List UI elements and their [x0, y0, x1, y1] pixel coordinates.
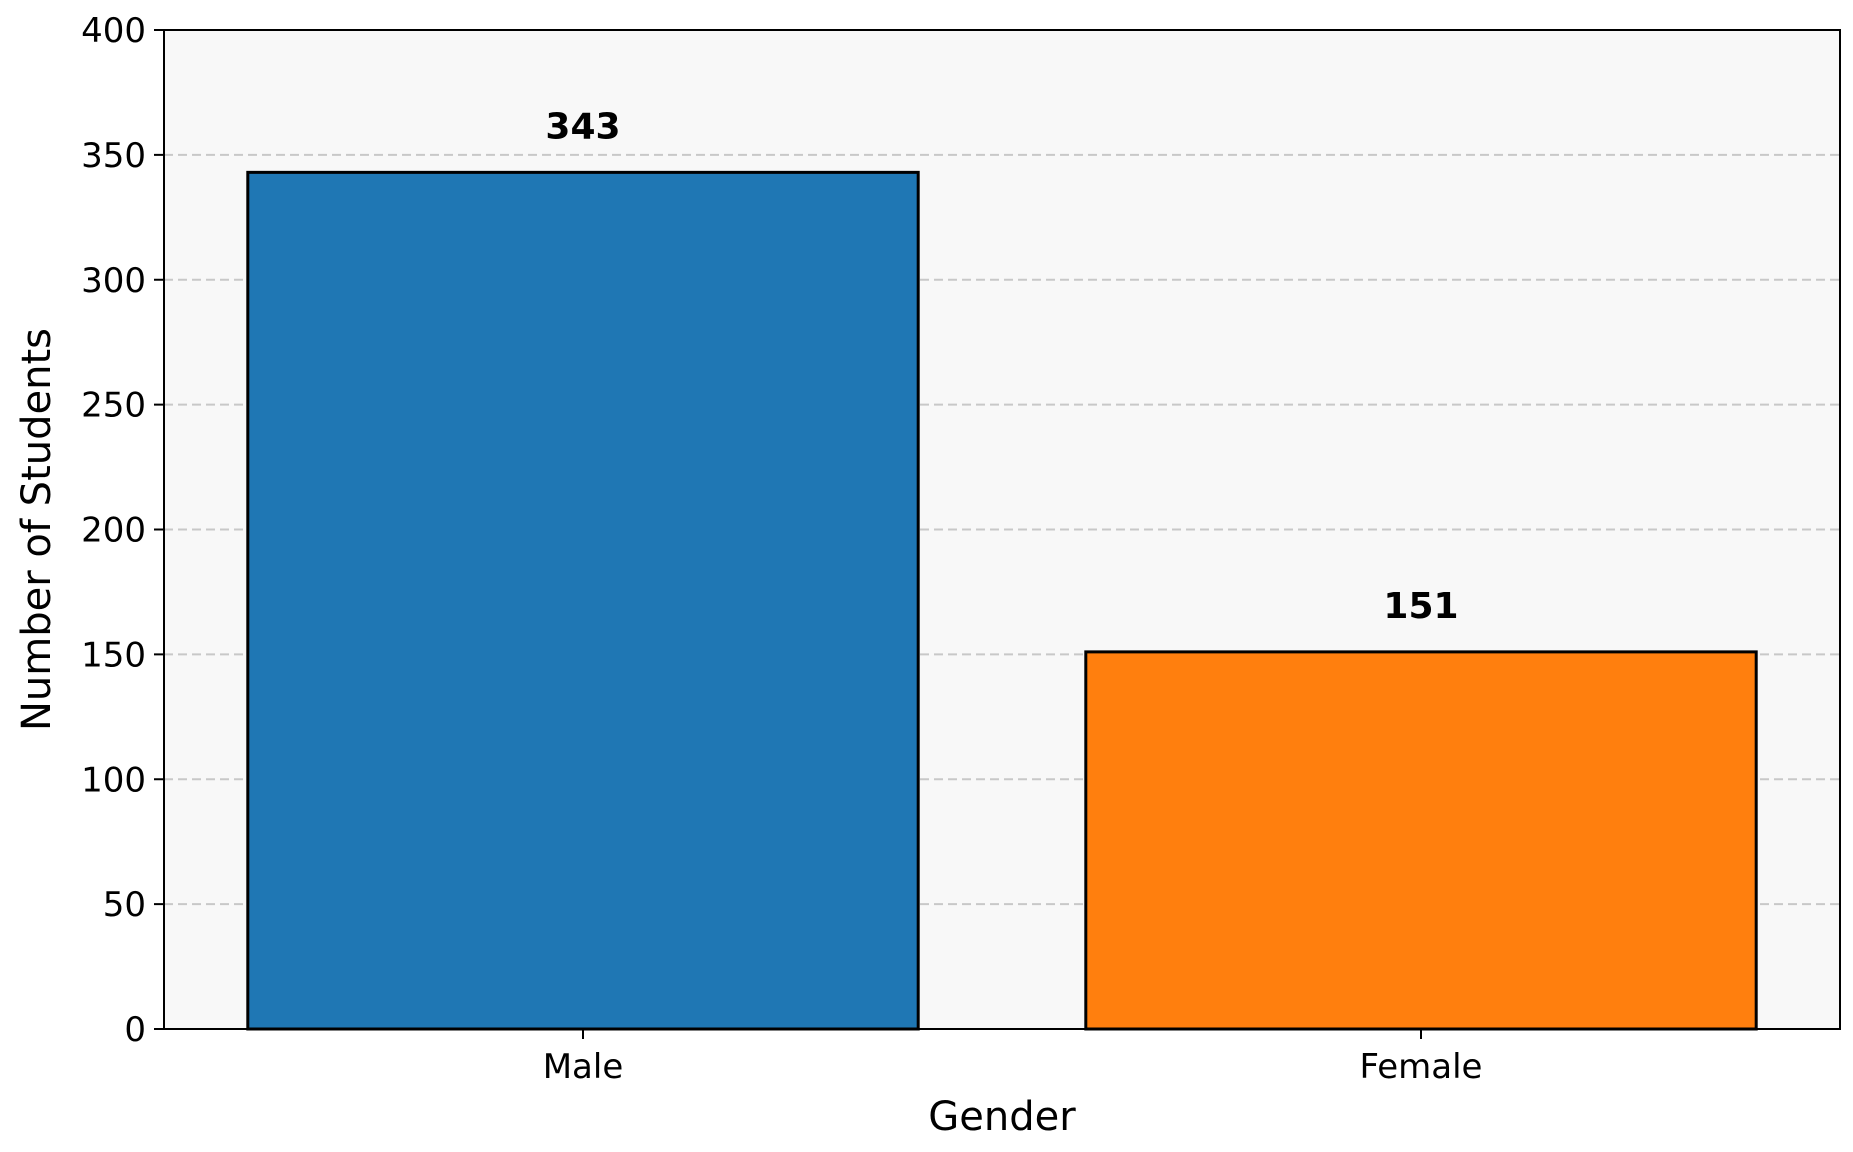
x-tick-label: Female	[1360, 1047, 1483, 1087]
x-axis-label: Gender	[928, 1094, 1076, 1140]
bar-male	[246, 170, 920, 1031]
y-tick-label: 250	[81, 386, 146, 426]
x-axis-ticks: Male Female	[543, 1029, 1483, 1087]
bar-female	[1084, 650, 1758, 1031]
y-tick-label: 350	[81, 136, 146, 176]
y-tick-label: 50	[103, 885, 146, 925]
bars	[246, 170, 1758, 1031]
x-tick-label: Male	[543, 1047, 624, 1087]
y-tick-label: 0	[124, 1010, 146, 1050]
y-tick-label: 400	[81, 11, 146, 51]
data-labels: 343 151	[545, 106, 1458, 627]
y-tick-label: 150	[81, 635, 146, 675]
y-axis-label: Number of Students	[14, 328, 60, 731]
y-tick-label: 300	[81, 261, 146, 301]
y-tick-label: 200	[81, 511, 146, 551]
data-label: 151	[1383, 586, 1458, 627]
y-axis-ticks: 0 50 100 150 200 250 300 350 400	[81, 11, 164, 1050]
data-label: 343	[545, 106, 620, 147]
y-tick-label: 100	[81, 760, 146, 800]
